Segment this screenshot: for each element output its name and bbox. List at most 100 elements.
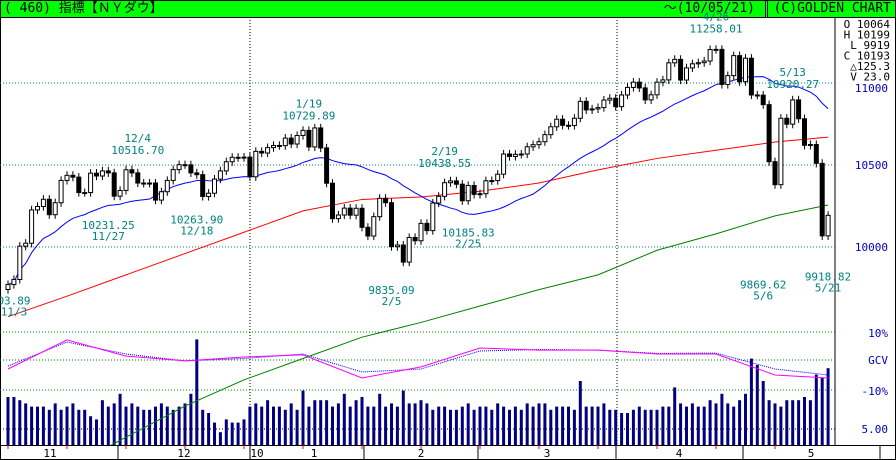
annotation-value: 11258.01: [690, 23, 743, 36]
volume-bar: [378, 393, 382, 445]
candle-down: [235, 156, 241, 159]
candle-up: [436, 195, 442, 204]
legend-c: C 10193: [844, 50, 890, 63]
candle-up: [577, 100, 583, 119]
volume-bar: [714, 403, 718, 445]
candle-down: [259, 150, 265, 154]
candle-down: [813, 144, 819, 164]
candle-up: [672, 58, 678, 64]
annotation-value: 03.89: [0, 295, 31, 308]
annotation-value: 9835.09: [368, 284, 414, 297]
annotation-value: 10263.90: [170, 214, 223, 227]
volume-bar: [189, 393, 193, 445]
candle-up: [5, 284, 11, 290]
candle-up: [483, 180, 489, 195]
volume-bar: [413, 403, 417, 445]
volume-bar: [272, 406, 275, 445]
month-label: 11: [43, 447, 56, 460]
volume-bar: [148, 409, 152, 445]
candle-up: [571, 117, 577, 126]
candle-up: [725, 75, 731, 85]
candle-down: [324, 147, 330, 184]
short-moving-average: [7, 76, 829, 286]
candle-down: [141, 182, 147, 185]
candle-up: [212, 178, 217, 194]
volume-bar: [207, 413, 211, 445]
candle-down: [105, 170, 111, 174]
candle-up: [223, 161, 229, 172]
candle-up: [630, 81, 636, 88]
candle-up: [335, 214, 341, 220]
candle-up: [430, 202, 436, 232]
volume-bar: [201, 409, 205, 445]
candle-up: [82, 192, 88, 195]
volume-bar: [30, 406, 34, 445]
candle-down: [200, 174, 206, 197]
annotation-value: 10231.25: [82, 219, 135, 232]
candle-up: [512, 153, 518, 157]
indicator-tick-label: GCV: [868, 354, 888, 367]
candle-down: [748, 57, 754, 96]
volume-bar: [136, 406, 140, 445]
month-label: 5: [808, 447, 815, 460]
candle-up: [282, 137, 288, 147]
candle-up: [377, 197, 383, 218]
volume-bar: [791, 400, 795, 445]
copyright: (C)GOLDEN CHART: [764, 1, 891, 17]
annotation-date: 5/21: [815, 281, 842, 294]
chart-title: ( 460) 指標【ＮＹダウ】: [4, 1, 163, 16]
candle-up: [684, 67, 689, 81]
candle-up: [312, 127, 318, 148]
volume-bar: [224, 419, 228, 445]
volume-bar: [531, 406, 535, 445]
candle-down: [719, 48, 725, 85]
candle-up: [465, 185, 471, 202]
candle-up: [294, 134, 300, 145]
volume-bar: [779, 406, 783, 445]
candle-down: [560, 118, 566, 126]
candle-down: [459, 183, 465, 202]
volume-bar: [266, 400, 270, 445]
candle-up: [695, 62, 701, 65]
candle-up: [524, 146, 530, 155]
candle-up: [206, 192, 212, 197]
candle-up: [17, 245, 23, 280]
volume-bar: [277, 406, 281, 445]
volume-bar: [366, 406, 370, 445]
volume-bar: [755, 365, 759, 445]
annotation-value: 10516.70: [111, 144, 164, 157]
candle-down: [153, 182, 158, 201]
volume-bar: [578, 381, 582, 445]
candle-up: [88, 172, 94, 194]
candle-down: [802, 118, 807, 146]
candle-up: [170, 169, 176, 181]
volume-bar: [454, 409, 458, 445]
volume-bar: [325, 400, 329, 445]
candle-up: [778, 117, 784, 186]
volume-bar: [773, 403, 777, 445]
volume-bar: [154, 406, 157, 445]
candle-up: [518, 153, 524, 156]
volume-bar: [496, 403, 500, 445]
volume-bar: [555, 406, 559, 445]
annotation-value: 9869.62: [740, 278, 786, 291]
candle-down: [288, 137, 294, 145]
volume-bar: [602, 403, 606, 445]
volume-bar: [36, 406, 39, 445]
volume-bar: [567, 406, 570, 445]
volume-bar: [614, 409, 618, 445]
oscillator-line-dotted: [7, 341, 829, 376]
volume-bar: [643, 409, 647, 445]
volume-bar: [95, 419, 98, 445]
candle-up: [660, 79, 666, 83]
month-label: 1: [311, 447, 318, 460]
candle-up: [394, 244, 400, 248]
candle-down: [424, 222, 430, 232]
volume-bar: [826, 368, 830, 445]
volume-bar: [124, 406, 128, 445]
volume-bar: [596, 406, 600, 445]
volume-bar: [401, 390, 405, 445]
volume-bar: [171, 409, 175, 445]
